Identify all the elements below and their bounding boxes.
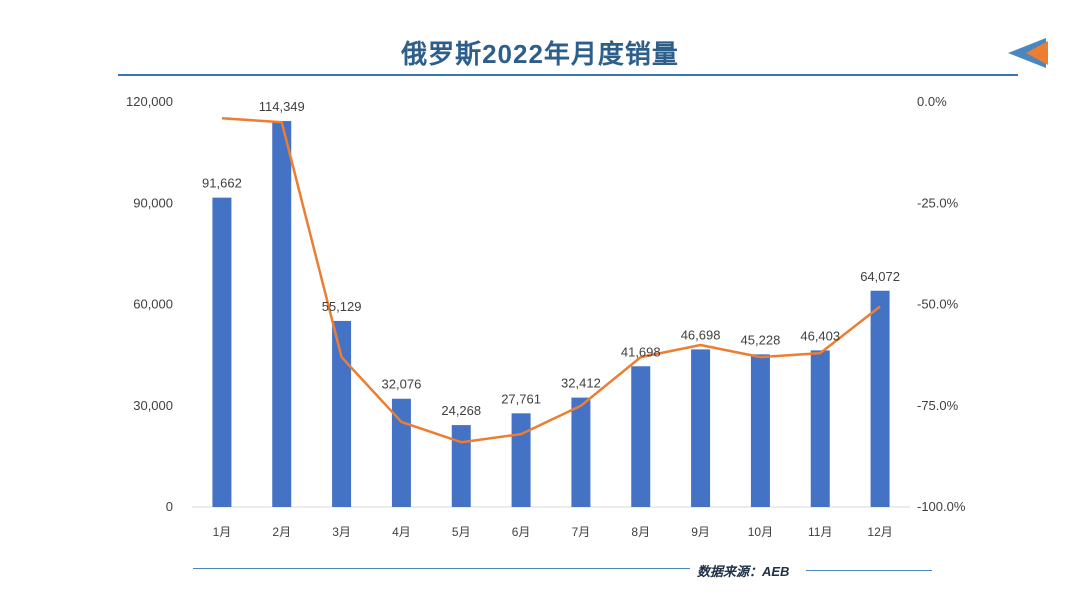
bar	[571, 397, 591, 507]
x-tick-label: 4月	[392, 525, 411, 539]
y2-tick-label: -25.0%	[917, 195, 959, 210]
data-label: 114,349	[259, 99, 305, 114]
y-tick-label: 0	[166, 499, 173, 514]
bar	[332, 320, 352, 507]
y-tick-label: 30,000	[133, 398, 173, 413]
x-tick-label: 3月	[332, 525, 351, 539]
y2-tick-label: -75.0%	[917, 398, 959, 413]
data-label: 41,698	[621, 344, 661, 359]
data-label: 91,662	[202, 176, 242, 191]
x-tick-label: 12月	[867, 525, 892, 539]
data-label: 32,412	[561, 376, 601, 391]
x-tick-label: 6月	[512, 525, 531, 539]
x-tick-label: 10月	[748, 525, 773, 539]
y2-tick-label: -100.0%	[917, 499, 966, 514]
y-tick-label: 90,000	[133, 195, 173, 210]
x-tick-label: 7月	[572, 525, 591, 539]
y-tick-label: 60,000	[133, 297, 173, 312]
data-label: 46,698	[681, 327, 721, 342]
x-tick-label: 9月	[691, 525, 710, 539]
source-note: 数据来源：AEB	[697, 564, 790, 579]
data-label: 24,268	[441, 403, 481, 418]
footer-line-left	[193, 568, 690, 569]
bar	[511, 413, 531, 507]
bar	[391, 398, 411, 507]
x-tick-label: 8月	[631, 525, 650, 539]
x-tick-label: 5月	[452, 525, 471, 539]
data-label: 32,076	[382, 377, 422, 392]
title-underline	[118, 74, 1018, 76]
x-tick-label: 11月	[808, 525, 832, 539]
bar	[451, 425, 471, 507]
y-tick-label: 120,000	[126, 94, 173, 109]
data-label: 45,228	[741, 332, 781, 347]
bar	[870, 290, 890, 507]
bar	[212, 197, 232, 507]
growth-line	[221, 116, 881, 444]
y2-tick-label: -50.0%	[917, 297, 959, 312]
bar	[810, 350, 830, 507]
data-label: 55,129	[322, 299, 362, 314]
data-label: 46,403	[800, 328, 840, 343]
footer-line-right	[806, 570, 932, 571]
data-label: 27,761	[501, 391, 541, 406]
y2-tick-label: 0.0%	[917, 94, 947, 109]
x-tick-label: 2月	[272, 525, 291, 539]
x-tick-label: 1月	[213, 525, 232, 539]
corner-arrow-icon	[1008, 38, 1048, 68]
chart-title: 俄罗斯2022年月度销量	[401, 39, 679, 69]
bar	[691, 349, 711, 507]
bar	[631, 366, 651, 507]
data-label: 64,072	[860, 269, 900, 284]
bar	[750, 354, 770, 507]
bar	[272, 121, 292, 507]
